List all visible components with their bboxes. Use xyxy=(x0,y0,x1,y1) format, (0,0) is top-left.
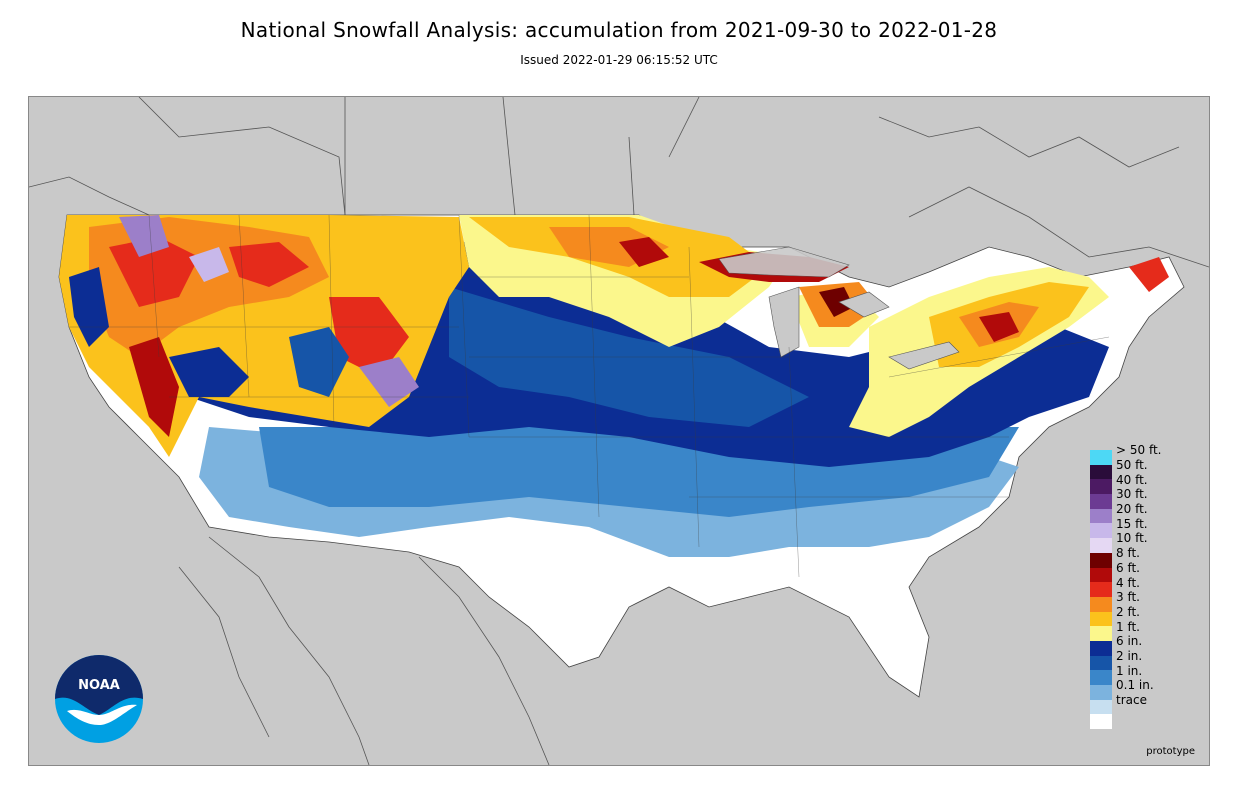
legend-swatch xyxy=(1090,552,1112,568)
legend-swatch xyxy=(1090,640,1112,656)
legend-item xyxy=(1090,714,1200,730)
legend-swatch xyxy=(1090,685,1112,700)
legend-label: 1 ft. xyxy=(1116,619,1140,634)
legend-label: 2 in. xyxy=(1116,648,1143,663)
legend-swatch xyxy=(1090,508,1112,524)
legend-swatch xyxy=(1090,464,1112,480)
svg-text:NOAA: NOAA xyxy=(78,678,120,693)
legend-label: 50 ft. xyxy=(1116,458,1148,473)
prototype-label: prototype xyxy=(1146,746,1195,757)
legend-item: 4 ft. xyxy=(1090,576,1200,597)
legend-swatch xyxy=(1090,626,1112,641)
legend-label: > 50 ft. xyxy=(1116,443,1162,458)
legend-label: 40 ft. xyxy=(1116,472,1148,487)
legend-label: 8 ft. xyxy=(1116,546,1140,561)
legend-swatch xyxy=(1090,450,1112,465)
legend-label: 6 in. xyxy=(1116,634,1143,649)
legend-item: trace xyxy=(1090,693,1200,715)
issued-timestamp: Issued 2022-01-29 06:15:52 UTC xyxy=(520,53,718,67)
legend-item: 0.1 in. xyxy=(1090,678,1200,700)
legend-item: > 50 ft. xyxy=(1090,443,1200,465)
legend-swatch xyxy=(1090,699,1112,715)
legend-swatch xyxy=(1090,611,1112,627)
legend-item: 1 ft. xyxy=(1090,620,1200,641)
legend-label: 15 ft. xyxy=(1116,516,1148,531)
legend-item: 40 ft. xyxy=(1090,473,1200,495)
map-title: National Snowfall Analysis: accumulation… xyxy=(240,18,998,42)
state-borders xyxy=(69,214,1110,578)
legend-label: 6 ft. xyxy=(1116,560,1140,575)
legend-item: 2 in. xyxy=(1090,649,1200,671)
legend-swatch xyxy=(1090,670,1112,685)
legend-label: trace xyxy=(1116,693,1147,708)
legend-label: 2 ft. xyxy=(1116,604,1140,619)
legend-item: 15 ft. xyxy=(1090,517,1200,539)
legend-item: 2 ft. xyxy=(1090,605,1200,627)
legend-label: 0.1 in. xyxy=(1116,678,1154,693)
legend-label: 3 ft. xyxy=(1116,590,1140,605)
legend-item: 8 ft. xyxy=(1090,546,1200,568)
noaa-logo: NOAA xyxy=(53,653,145,745)
legend-label: 10 ft. xyxy=(1116,531,1148,546)
legend-swatch xyxy=(1090,523,1112,539)
legend-label: 30 ft. xyxy=(1116,487,1148,502)
legend-item: 20 ft. xyxy=(1090,502,1200,524)
country-borders xyxy=(29,97,1209,765)
legend-label: 4 ft. xyxy=(1116,575,1140,590)
snowfall-map: NOAA prototype xyxy=(28,96,1210,766)
legend-item: 6 in. xyxy=(1090,634,1200,656)
legend-label: 20 ft. xyxy=(1116,502,1148,517)
legend-swatch xyxy=(1090,494,1112,509)
legend-item: 3 ft. xyxy=(1090,590,1200,612)
legend-item: 50 ft. xyxy=(1090,458,1200,480)
legend-item: 30 ft. xyxy=(1090,487,1200,509)
legend-item: 1 in. xyxy=(1090,664,1200,685)
snowfall-legend: > 50 ft. 50 ft. 40 ft. 30 ft. 20 ft. 15 ft. 10… xyxy=(1090,443,1200,730)
legend-swatch xyxy=(1090,567,1112,583)
legend-swatch xyxy=(1090,479,1112,495)
legend-swatch xyxy=(1090,596,1112,612)
legend-swatch xyxy=(1090,655,1112,671)
legend-item: 6 ft. xyxy=(1090,561,1200,583)
legend-item: 10 ft. xyxy=(1090,531,1200,553)
legend-swatch xyxy=(1090,714,1112,730)
map-canvas xyxy=(29,97,1209,765)
legend-label: 1 in. xyxy=(1116,663,1143,678)
legend-swatch xyxy=(1090,582,1112,597)
legend-swatch xyxy=(1090,538,1112,553)
